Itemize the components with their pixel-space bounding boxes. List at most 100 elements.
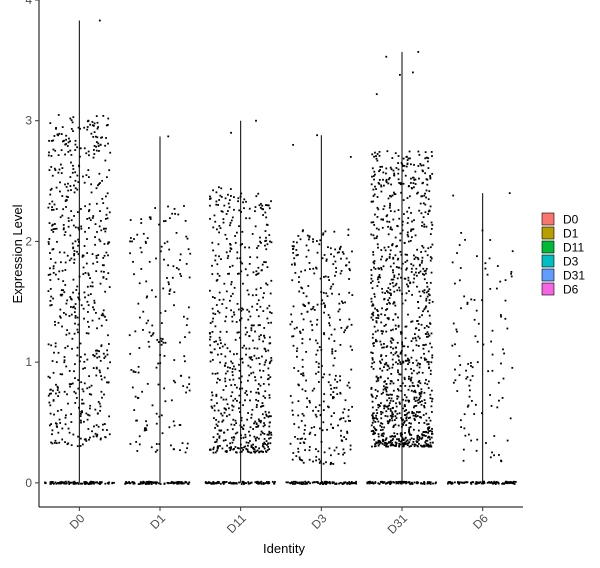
point-D31	[383, 297, 386, 300]
point-D31	[385, 215, 388, 218]
point-D31	[428, 294, 431, 297]
point-D31	[419, 295, 422, 298]
point-D31	[418, 422, 420, 424]
point-D31	[387, 421, 390, 424]
point-D31	[375, 417, 378, 420]
point-D31	[418, 438, 420, 441]
point-D31	[420, 212, 423, 215]
point-D11	[224, 439, 227, 442]
point-D31	[390, 373, 393, 375]
point-D31	[406, 253, 408, 256]
point-D31	[396, 354, 399, 357]
point-D0	[72, 130, 74, 132]
point-D3	[341, 440, 344, 442]
x-tick-label: D11	[224, 511, 249, 536]
point-D3	[330, 454, 332, 457]
point-D0	[47, 290, 50, 293]
point-D0	[57, 114, 60, 116]
point-D0	[97, 400, 100, 403]
point-D31	[387, 291, 389, 294]
point-D31	[431, 172, 434, 175]
point-D11	[238, 447, 240, 450]
point-D11	[257, 192, 260, 195]
point-D31	[403, 420, 406, 423]
point-D3	[353, 482, 356, 485]
point-D31	[414, 178, 417, 181]
point-D31	[400, 333, 403, 335]
point-D31	[372, 429, 375, 432]
point-D11	[268, 394, 271, 397]
point-D6	[466, 376, 469, 378]
point-D0	[81, 388, 84, 391]
point-D31	[408, 240, 410, 243]
point-D31	[428, 367, 430, 369]
point-D31	[398, 289, 401, 292]
point-D3	[335, 483, 338, 485]
point-D3	[327, 406, 330, 409]
point-D11	[242, 308, 244, 311]
point-D0	[97, 254, 100, 256]
point-D31	[424, 192, 426, 195]
point-D11	[209, 197, 212, 200]
point-D0	[102, 352, 105, 355]
point-D3	[331, 350, 334, 353]
point-D11	[255, 357, 258, 360]
point-D0	[49, 412, 52, 415]
point-D0	[54, 324, 56, 326]
point-D11	[219, 444, 221, 447]
point-D11	[253, 448, 256, 451]
point-D31	[412, 414, 415, 417]
point-D6	[499, 314, 502, 316]
point-D11	[225, 385, 227, 388]
point-D0	[93, 153, 96, 155]
point-D31	[394, 445, 397, 447]
point-D31	[393, 424, 395, 427]
point-D31	[427, 387, 430, 389]
point-D11	[230, 360, 233, 363]
point-D31	[429, 441, 432, 444]
point-D31	[387, 225, 389, 228]
point-D11	[216, 425, 219, 427]
point-D3	[330, 423, 332, 426]
point-D31	[425, 196, 427, 199]
point-D0	[99, 143, 102, 146]
point-D1	[177, 213, 180, 216]
point-D11	[267, 442, 270, 445]
point-D0	[108, 481, 110, 484]
point-D0	[63, 390, 66, 393]
point-D31	[380, 410, 382, 413]
point-D11	[224, 197, 227, 200]
point-D0	[53, 413, 55, 416]
point-D31	[390, 294, 392, 297]
point-D31	[418, 379, 421, 382]
point-D11	[243, 483, 245, 485]
point-D11	[273, 482, 275, 485]
point-D6	[446, 482, 449, 485]
point-D31	[424, 172, 427, 175]
point-D0	[77, 296, 80, 299]
point-D31	[423, 278, 426, 281]
point-D31	[403, 443, 406, 445]
point-D31	[389, 226, 392, 229]
point-D31	[428, 430, 430, 433]
point-D31	[381, 346, 384, 349]
point-D31	[386, 308, 389, 310]
point-D31	[376, 418, 379, 421]
point-D0	[52, 271, 55, 274]
point-D31	[422, 170, 424, 173]
legend-label-D1: D1	[563, 227, 579, 241]
point-D0	[86, 128, 89, 131]
point-D0	[101, 264, 104, 267]
point-D11	[243, 446, 245, 449]
point-D11	[209, 289, 211, 292]
point-D0	[98, 238, 101, 241]
point-D11	[226, 347, 229, 350]
point-D1	[168, 293, 171, 295]
point-D6	[454, 379, 457, 382]
point-D0	[62, 208, 65, 211]
point-D3	[342, 302, 344, 304]
point-D3	[301, 374, 304, 377]
point-D1	[157, 383, 160, 386]
point-D11	[255, 398, 258, 401]
point-D31	[430, 271, 433, 274]
